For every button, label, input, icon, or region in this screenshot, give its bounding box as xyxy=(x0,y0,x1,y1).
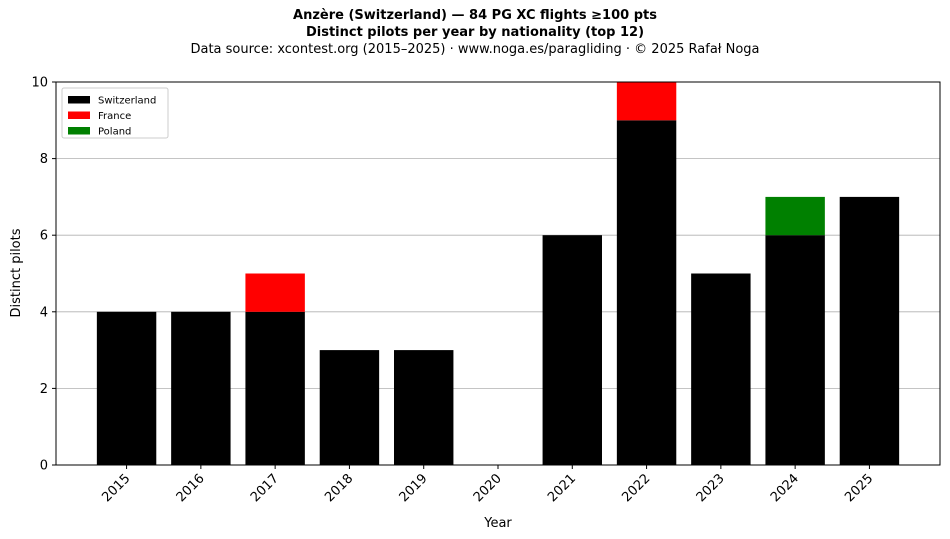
x-tick-label: 2022 xyxy=(619,471,653,505)
bar-poland-2024 xyxy=(765,196,825,236)
bar-switzerland-2015 xyxy=(96,311,157,465)
y-tick-label: 8 xyxy=(40,152,48,167)
x-tick-label: 2017 xyxy=(248,471,282,505)
chart-subtitle: Distinct pilots per year by nationality … xyxy=(305,25,645,40)
y-tick-label: 0 xyxy=(40,459,48,474)
legend-swatch-poland xyxy=(68,127,90,135)
chart-titles: Anzère (Switzerland) — 84 PG XC flights … xyxy=(0,7,950,58)
y-tick-label: 2 xyxy=(40,382,48,397)
x-tick-label: 2018 xyxy=(322,471,356,505)
bar-switzerland-2016 xyxy=(171,311,231,465)
bar-switzerland-2022 xyxy=(616,120,677,466)
x-tick-label: 2015 xyxy=(99,471,133,505)
bar-switzerland-2025 xyxy=(839,196,900,465)
legend: Switzerland France Poland xyxy=(61,87,169,139)
y-tick-label: 4 xyxy=(40,305,48,320)
legend-swatch-france xyxy=(68,111,90,119)
data-source-note: Data source: xcontest.org (2015–2025) · … xyxy=(190,42,760,57)
chart-title: Anzère (Switzerland) — 84 PG XC flights … xyxy=(293,8,657,23)
bar-switzerland-2019 xyxy=(394,350,454,465)
x-tick-label: 2021 xyxy=(545,471,579,505)
legend-label-switzerland: Switzerland xyxy=(98,96,156,107)
bar-france-2017 xyxy=(245,273,305,312)
bar-france-2022 xyxy=(616,82,677,121)
x-axis-label: Year xyxy=(483,516,512,531)
bar-switzerland-2017 xyxy=(245,311,305,465)
y-tick-label: 10 xyxy=(31,76,48,91)
bar-switzerland-2023 xyxy=(691,273,751,465)
x-tick-label: 2023 xyxy=(694,471,728,505)
bar-switzerland-2021 xyxy=(542,235,602,465)
x-tick-label: 2016 xyxy=(174,471,208,505)
bars xyxy=(96,82,900,466)
bar-switzerland-2018 xyxy=(319,350,380,465)
legend-label-france: France xyxy=(98,111,131,122)
x-tick-label: 2020 xyxy=(471,471,505,505)
x-tick-label: 2019 xyxy=(397,471,431,505)
legend-swatch-switzerland xyxy=(68,96,90,104)
bar-switzerland-2024 xyxy=(765,235,825,465)
x-tick-label: 2024 xyxy=(768,471,802,505)
y-tick-label: 6 xyxy=(40,229,48,244)
x-tick-label: 2025 xyxy=(842,471,876,505)
legend-label-poland: Poland xyxy=(98,127,131,138)
y-axis-label: Distinct pilots xyxy=(9,228,24,317)
